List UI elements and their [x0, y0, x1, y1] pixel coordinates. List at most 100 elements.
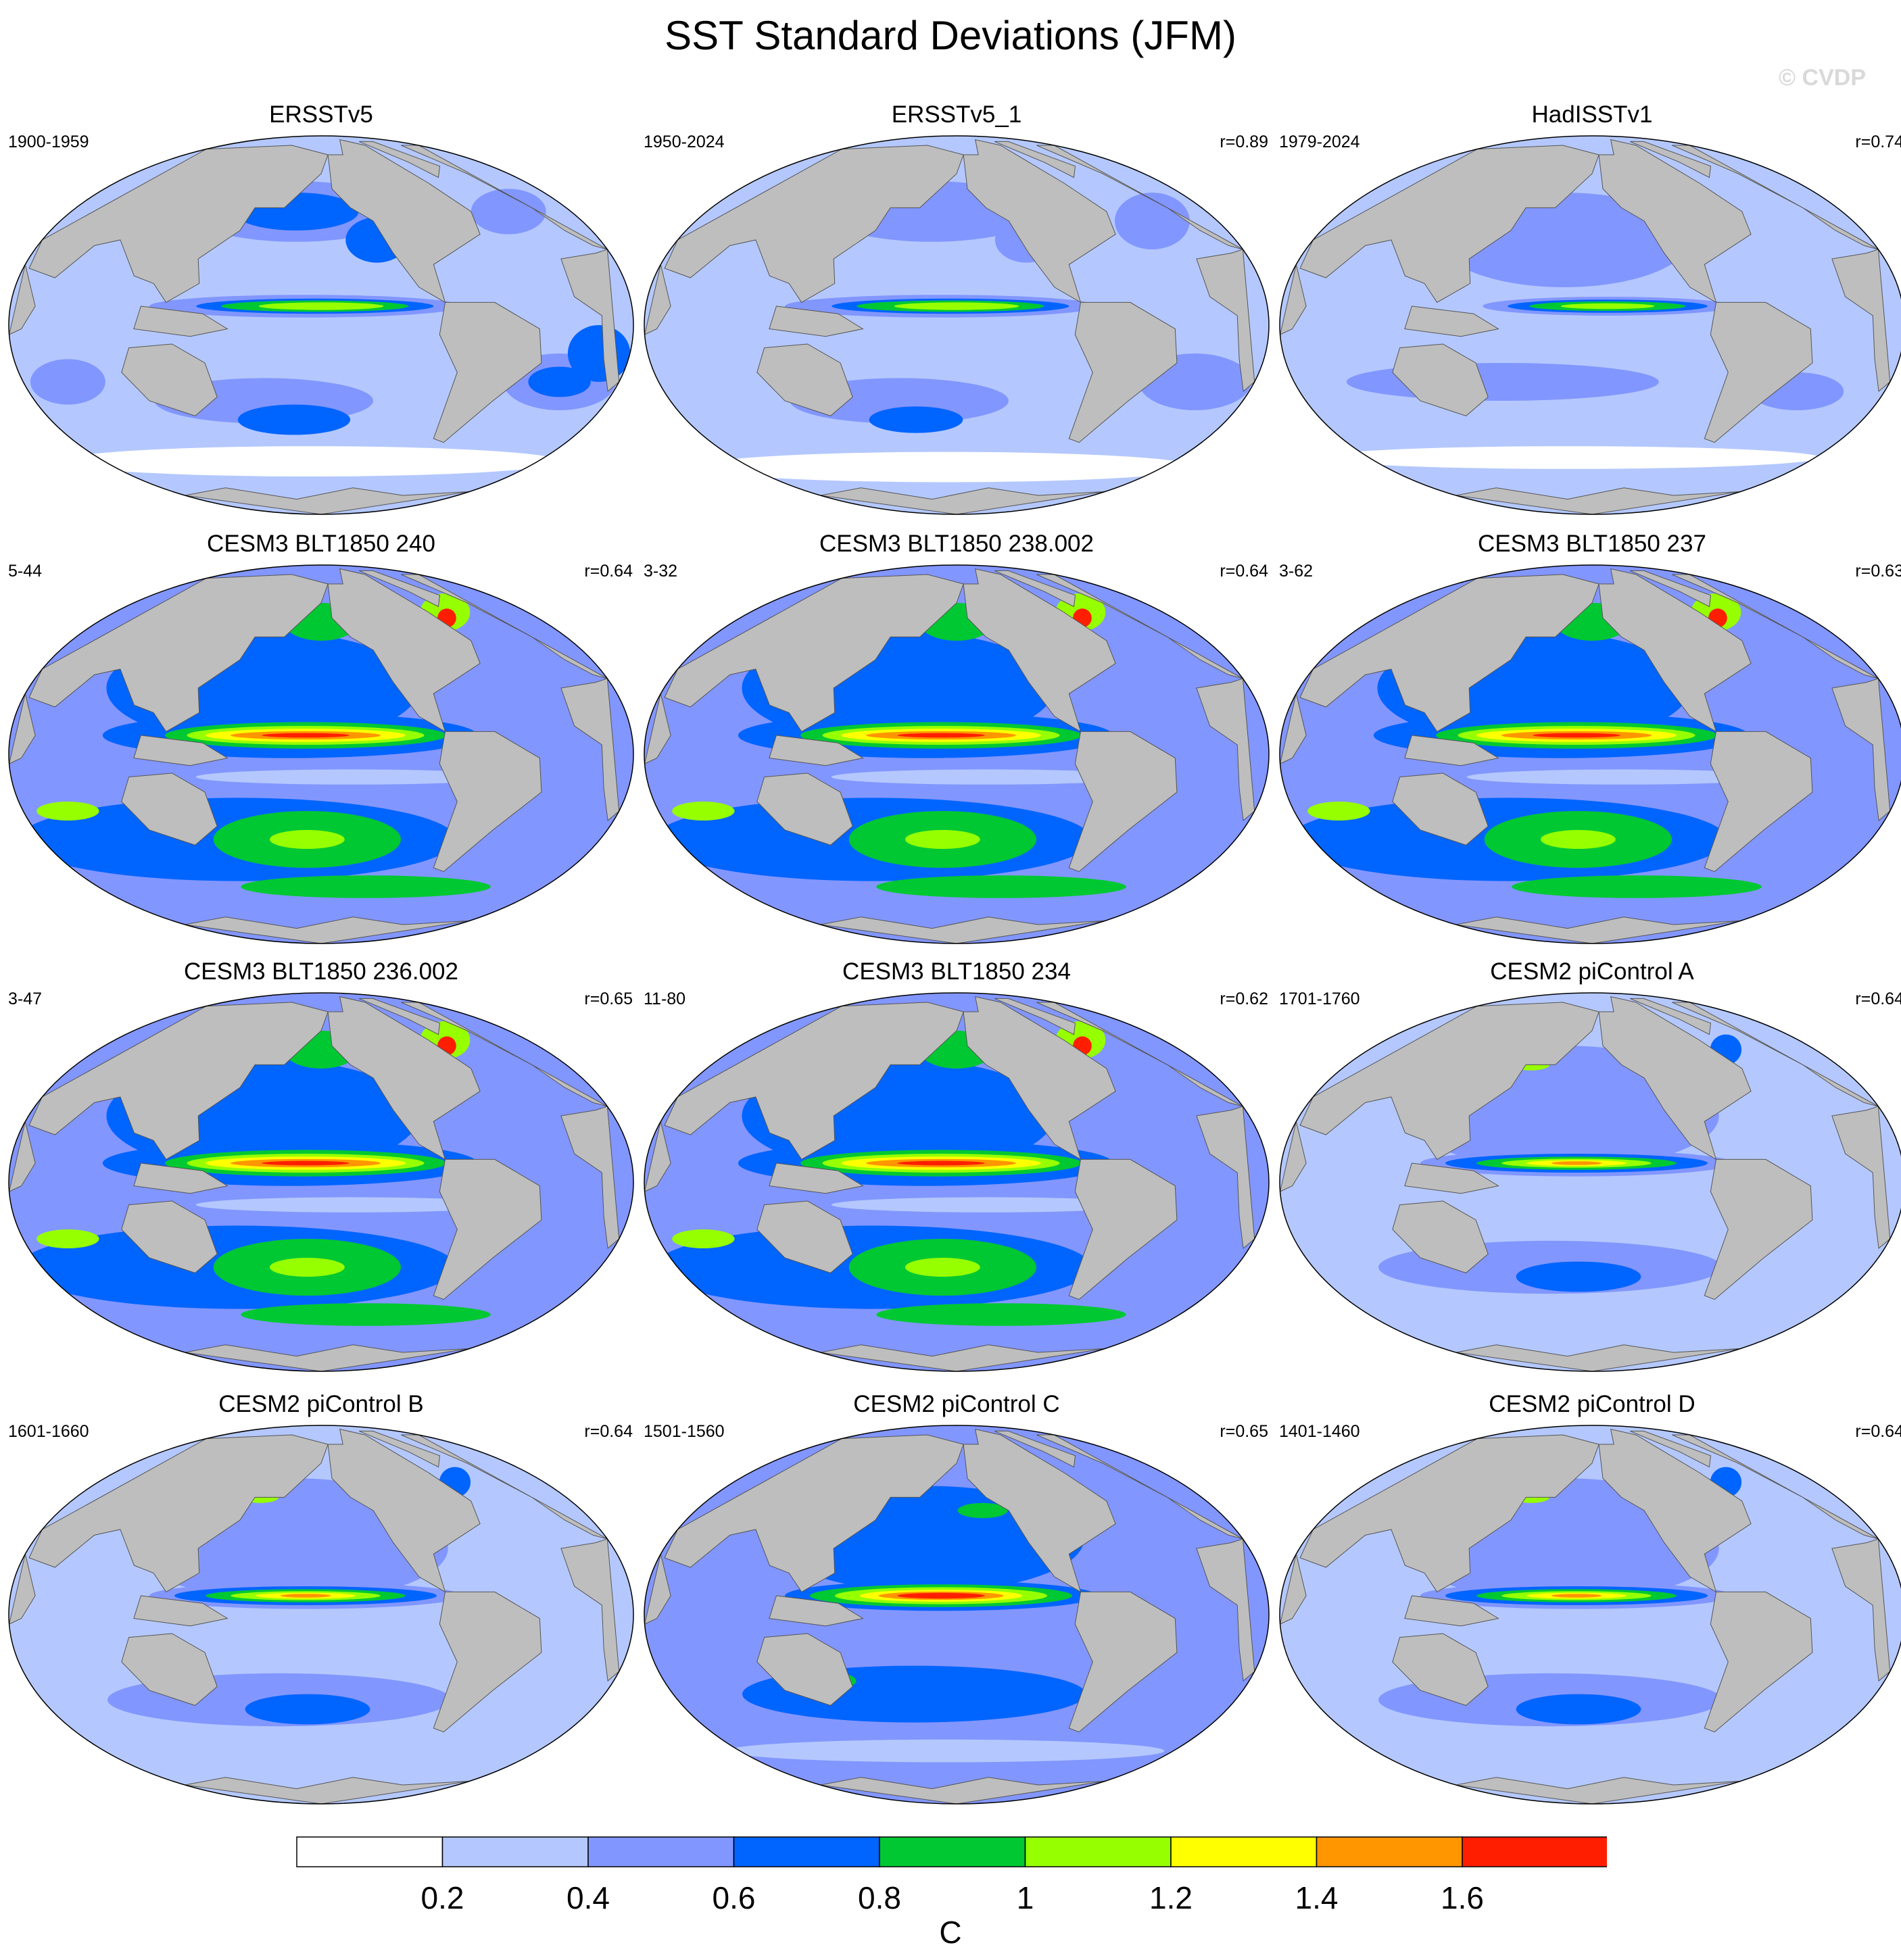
- sst-map: [8, 135, 634, 515]
- sst-contour: [269, 830, 345, 849]
- map-border: [1279, 1425, 1901, 1805]
- land-australia: [756, 343, 853, 416]
- land-northAmerica: [963, 996, 1116, 1160]
- land-northAmerica: [1598, 996, 1752, 1160]
- sst-contour: [1551, 1594, 1602, 1598]
- sst-contour: [1114, 193, 1190, 249]
- sst-contour: [195, 1197, 508, 1212]
- land-africa: [1196, 1106, 1255, 1249]
- land-westEurope: [1672, 1002, 1879, 1107]
- land-southAmerica: [1704, 1591, 1813, 1733]
- panel-title: HadISSTv1: [1531, 101, 1653, 128]
- map-panel: CESM3 BLT1850 236.002 3-47 r=0.65: [7, 958, 635, 1372]
- land-northAmerica: [327, 996, 481, 1160]
- sst-contour: [281, 1594, 331, 1598]
- land-southAmerica: [1068, 1591, 1178, 1733]
- land-greenland: [994, 1430, 1076, 1468]
- map-border: [1279, 135, 1901, 515]
- panel-pattern-correlation: r=0.74: [1855, 132, 1901, 151]
- sst-contour: [957, 1502, 1008, 1519]
- land-westEurope: [401, 1002, 608, 1107]
- map-border: [8, 564, 634, 944]
- colorbar-bin: [1170, 1836, 1318, 1867]
- sst-contour: [1533, 733, 1620, 738]
- land-maritime: [1404, 1162, 1499, 1194]
- sst-map: [644, 564, 1270, 944]
- sst-contour: [471, 189, 546, 235]
- land-australia: [1392, 1200, 1489, 1273]
- land-maritime: [133, 735, 228, 766]
- colorbar-bin: [441, 1836, 589, 1867]
- sst-contour: [672, 1229, 735, 1248]
- sst-contour: [91, 1739, 529, 1763]
- land-eurasia: [1299, 1002, 1599, 1160]
- land-africa: [1196, 678, 1255, 821]
- land-northAmerica: [963, 568, 1116, 733]
- panel-period: 3-62: [1279, 562, 1314, 581]
- land-northAmerica: [1598, 568, 1752, 733]
- sst-map: [1279, 135, 1901, 515]
- land-africaW: [1280, 1554, 1307, 1625]
- panel-title: ERSSTv5_1: [891, 101, 1022, 128]
- colorbar-bin: [1024, 1836, 1172, 1867]
- land-africaW: [1280, 1121, 1307, 1192]
- land-africaW: [9, 1554, 36, 1625]
- land-maritime: [1404, 305, 1499, 337]
- land-antarctica: [820, 1344, 1105, 1371]
- sst-contour: [1512, 875, 1762, 898]
- land-australia: [121, 773, 218, 846]
- land-africa: [1831, 1538, 1891, 1682]
- sst-contour: [869, 406, 963, 433]
- panel-period: 1950-2024: [644, 132, 725, 151]
- sst-map: [644, 135, 1270, 515]
- land-northAmerica: [963, 139, 1116, 303]
- land-westEurope: [1672, 145, 1879, 250]
- land-africaW: [1280, 264, 1307, 335]
- map-border: [1279, 992, 1901, 1372]
- land-northAmerica: [1598, 1428, 1752, 1593]
- land-southAmerica: [1068, 1158, 1178, 1300]
- sst-contour: [897, 733, 985, 738]
- land-eurasia: [664, 1002, 964, 1160]
- land-antarctica: [185, 1344, 470, 1371]
- land-southAmerica: [1068, 301, 1178, 443]
- land-australia: [1392, 343, 1489, 416]
- land-eurasia: [28, 1002, 329, 1160]
- land-eurasia: [1299, 145, 1599, 303]
- map-border: [8, 1425, 634, 1805]
- sst-contour: [876, 875, 1126, 898]
- land-maritime: [769, 305, 864, 337]
- land-eurasia: [1299, 574, 1599, 733]
- land-antarctica: [185, 1777, 470, 1804]
- sst-contour: [241, 1303, 491, 1326]
- land-southAmerica: [1704, 301, 1813, 443]
- land-australia: [121, 1633, 218, 1706]
- sst-map: [644, 992, 1270, 1372]
- sst-contour: [1362, 1739, 1800, 1763]
- land-greenland: [1630, 998, 1712, 1035]
- sst-contour: [237, 404, 351, 435]
- panel-pattern-correlation: r=0.89: [1220, 132, 1268, 151]
- land-westEurope: [1036, 145, 1243, 250]
- sst-contour: [37, 802, 99, 820]
- map-panel: CESM3 BLT1850 238.002 3-32 r=0.64: [642, 531, 1271, 944]
- land-australia: [756, 1633, 853, 1706]
- sst-contour: [30, 359, 105, 405]
- map-border: [644, 564, 1270, 944]
- sst-map: [1279, 564, 1901, 944]
- sst-contour: [262, 733, 350, 738]
- sst-contour: [262, 1160, 350, 1166]
- land-africa: [560, 678, 620, 821]
- panel-period: 1601-1660: [8, 1422, 89, 1441]
- land-northAmerica: [327, 1428, 481, 1593]
- panel-period: 3-32: [644, 562, 678, 581]
- land-greenland: [1630, 141, 1712, 178]
- sst-contour: [1466, 769, 1779, 785]
- map-panel: HadISSTv1 1979-2024 r=0.74: [1278, 101, 1901, 515]
- panel-title: CESM2 piControl A: [1490, 958, 1694, 985]
- map-panel: CESM3 BLT1850 240 5-44 r=0.64: [7, 531, 635, 944]
- sst-contour: [245, 1694, 370, 1725]
- land-maritime: [1404, 735, 1499, 766]
- map-panel: ERSSTv5_1 1950-2024 r=0.89: [642, 101, 1271, 515]
- sst-contour: [1307, 802, 1370, 820]
